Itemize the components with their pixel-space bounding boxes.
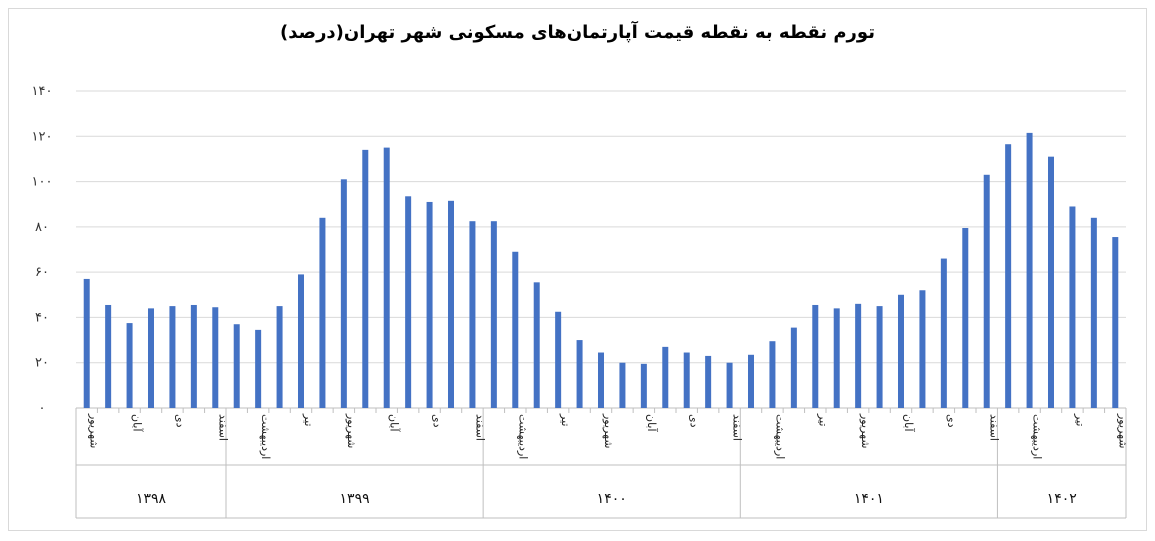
y-tick-label: ۱۴۰: [32, 84, 53, 99]
bar: [640, 363, 647, 408]
x-tick-label: اسفند: [731, 414, 744, 441]
x-tick-label: آبان: [902, 414, 916, 432]
bar: [576, 340, 583, 408]
bar: [169, 306, 176, 408]
bar: [469, 221, 476, 408]
bar: [1090, 217, 1097, 408]
bar: [812, 304, 819, 408]
bar: [533, 282, 540, 408]
bar: [276, 306, 283, 408]
year-label: ۱۴۰۱: [854, 491, 884, 507]
bar: [148, 308, 154, 408]
x-tick-label: دی: [431, 414, 444, 428]
x-tick-label: تیر: [559, 413, 572, 426]
bar: [319, 217, 326, 408]
x-tick-label: اردیبهشت: [259, 414, 272, 459]
year-label: ۱۳۹۹: [340, 491, 370, 507]
y-tick-label: ۶۰: [35, 265, 49, 280]
bar: [212, 307, 219, 408]
bar: [790, 327, 797, 408]
x-tick-label: شهریور: [859, 413, 872, 448]
x-tick-label: اسفند: [473, 414, 486, 441]
x-tick-label: شهریور: [1116, 413, 1129, 448]
bar: [490, 221, 497, 408]
bar: [898, 294, 904, 408]
bar: [683, 352, 690, 408]
bar: [833, 308, 840, 408]
year-label: ۱۳۹۸: [136, 491, 167, 507]
bar: [233, 324, 240, 408]
x-tick-label: تیر: [816, 413, 829, 426]
bar: [662, 346, 669, 408]
bar: [405, 196, 412, 408]
bar: [190, 304, 197, 408]
x-tick-label: تیر: [1073, 413, 1086, 426]
chart-title: تورم نقطه به نقطه قیمت آپارتمان‌های مسکو…: [280, 22, 875, 43]
y-tick-label: ۱۲۰: [32, 129, 53, 144]
x-tick-label: آبان: [645, 414, 659, 432]
x-tick-label: اسفند: [216, 414, 229, 441]
x-tick-label: دی: [945, 414, 958, 428]
bar: [962, 227, 969, 408]
chart-frame: [8, 8, 1147, 531]
bar: [255, 329, 262, 408]
year-label: ۱۴۰۲: [1047, 491, 1077, 507]
x-tick-label: دی: [688, 414, 701, 428]
bar: [619, 362, 626, 408]
bar: [769, 341, 776, 408]
y-tick-label: ۲۰: [35, 356, 49, 371]
bar: [1026, 132, 1033, 408]
bar: [362, 149, 369, 408]
y-tick-label: ۰: [39, 401, 46, 416]
x-tick-label: شهریور: [602, 413, 615, 448]
bar: [748, 354, 754, 408]
bar: [448, 200, 454, 408]
bar: [383, 147, 390, 408]
x-tick-label: آبان: [388, 414, 402, 432]
bar: [855, 303, 862, 408]
y-tick-label: ۸۰: [35, 220, 49, 235]
bar: [876, 306, 883, 408]
bar: [983, 174, 990, 408]
y-tick-label: ۴۰: [35, 310, 49, 325]
x-tick-label: اردیبهشت: [773, 414, 786, 459]
x-tick-label: دی: [173, 414, 186, 428]
bar: [919, 290, 926, 408]
bar: [340, 179, 347, 408]
bar: [1048, 156, 1054, 408]
bar: [512, 251, 519, 408]
x-tick-label: آبان: [131, 414, 145, 432]
bar: [126, 323, 133, 408]
x-tick-label: اسفند: [988, 414, 1001, 441]
bar: [298, 274, 304, 408]
bar: [705, 355, 712, 408]
bar: [555, 311, 562, 408]
y-tick-label: ۱۰۰: [32, 175, 53, 190]
year-label: ۱۴۰۰: [597, 491, 627, 507]
bar: [940, 258, 947, 408]
x-tick-label: اردیبهشت: [516, 414, 529, 459]
x-tick-label: اردیبهشت: [1031, 414, 1044, 459]
x-tick-label: تیر: [302, 413, 315, 426]
bar: [426, 201, 433, 408]
bar: [598, 352, 604, 408]
bar: [83, 278, 90, 408]
bar: [1112, 237, 1119, 408]
x-tick-label: شهریور: [345, 413, 358, 448]
bar: [105, 304, 112, 408]
bar: [1069, 206, 1076, 408]
x-tick-label: شهریور: [88, 413, 101, 448]
bar: [1005, 144, 1012, 409]
bar: [726, 362, 733, 408]
